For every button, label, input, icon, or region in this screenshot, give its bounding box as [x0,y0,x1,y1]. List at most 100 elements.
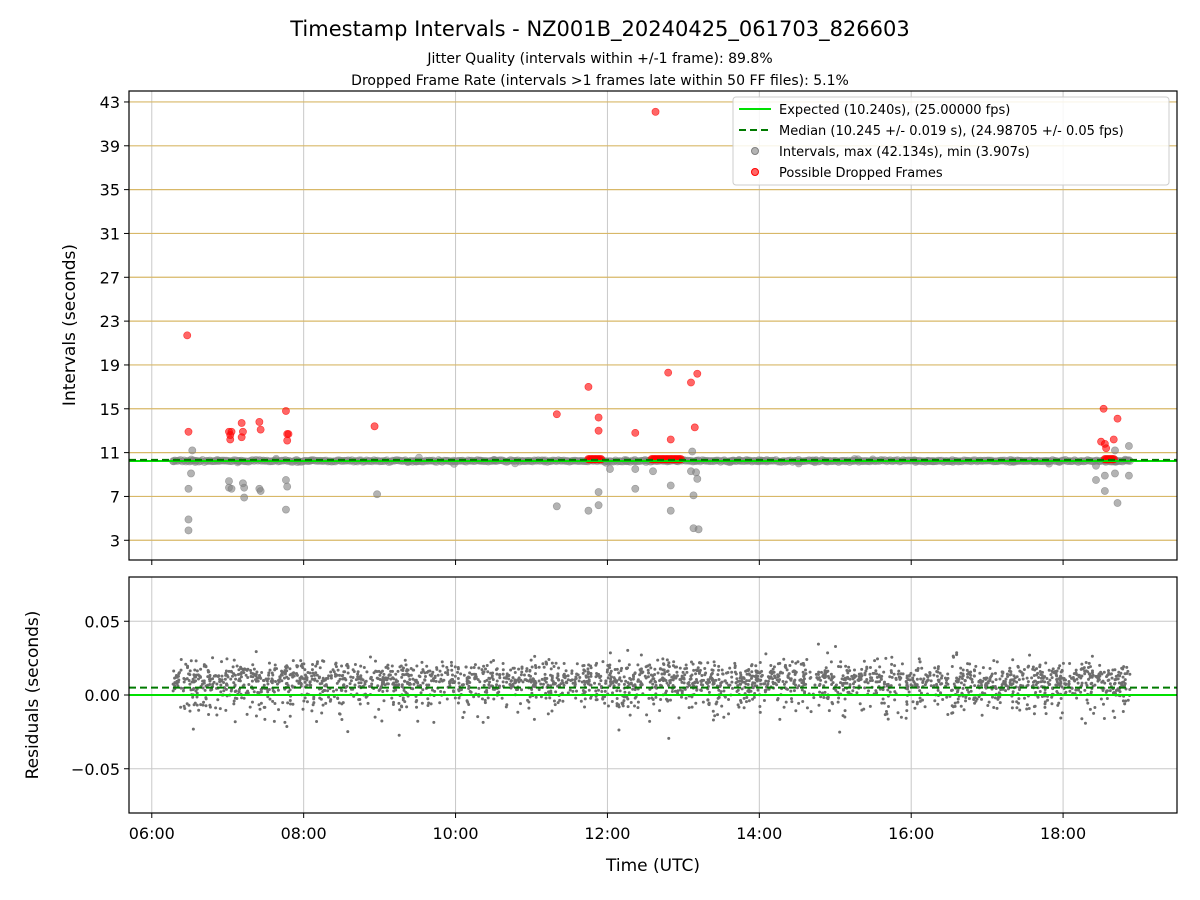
residual-point [401,666,405,670]
residual-point [363,682,367,686]
residual-point [1016,664,1020,668]
residual-point [754,664,758,668]
residual-point [746,669,750,673]
residual-point [456,676,460,680]
residual-point [1026,680,1030,684]
residual-point [672,660,676,664]
residual-point [888,675,892,679]
residual-point [415,664,419,668]
residual-point [691,682,695,686]
residual-point [843,697,847,701]
residual-point [731,686,735,690]
residual-point [268,697,272,701]
residual-point [996,696,1000,700]
residual-point [246,675,250,679]
intervals-reference-lines [129,458,1177,462]
residual-point [841,674,845,678]
residual-point [369,676,373,680]
residual-point [407,683,411,687]
residual-point [970,677,974,681]
residual-point [790,660,794,664]
residual-point [1114,677,1118,681]
residual-point [819,670,823,674]
residual-point [658,667,662,671]
residual-point [769,675,773,679]
residual-point [656,671,660,675]
residual-point [216,675,220,679]
residual-point [599,679,603,683]
residual-point [346,730,350,734]
residual-point [1008,666,1012,670]
residual-point [421,688,425,692]
residual-point [556,701,560,705]
residual-point [579,699,583,703]
residual-point [1083,672,1087,676]
residual-point [452,681,456,685]
residual-point [574,696,578,700]
residual-point [1060,711,1064,715]
residual-point [395,683,399,687]
residual-point [468,681,472,685]
residual-point [1011,690,1015,694]
residual-point [557,678,561,682]
intervals-y-tick-label: 3 [110,531,120,550]
residual-point [303,680,307,684]
intervals-y-tick-label: 11 [100,444,120,463]
residual-point [558,698,562,702]
residual-point [285,725,289,729]
residual-point [361,678,365,682]
residual-point [1067,682,1071,686]
residual-point [1011,658,1015,662]
x-tick-label: 12:00 [584,824,630,843]
residual-point [248,705,252,709]
residual-point [528,695,532,699]
residual-point [626,705,630,709]
residual-point [736,688,740,692]
residual-point [782,682,786,686]
residual-point [669,678,673,682]
dropped-frame-point [666,435,675,444]
interval-outlier-point [1100,471,1109,480]
residual-point [912,673,916,677]
residual-point [877,675,881,679]
residual-point [689,674,693,678]
residual-point [1110,676,1114,680]
residual-point [541,662,545,666]
residual-point [928,673,932,677]
residual-point [331,668,335,672]
residual-point [855,691,859,695]
residual-point [739,699,743,703]
residual-point [404,673,408,677]
residual-point [242,671,246,675]
residual-point [653,667,657,671]
residual-point [772,670,776,674]
residual-point [338,673,342,677]
residual-point [425,683,429,687]
residual-point [1083,688,1087,692]
residual-point [423,678,427,682]
residual-point [277,708,281,712]
intervals-y-tick-label: 31 [100,224,120,243]
residual-point [495,679,499,683]
residual-point [321,690,325,694]
residual-point [198,675,202,679]
residual-point [1084,681,1088,685]
residual-point [893,690,897,694]
interval-outlier-point [584,506,593,515]
residual-point [924,673,928,677]
residual-point [727,683,731,687]
residual-point [589,664,593,668]
residual-point [681,670,685,674]
residual-point [929,679,933,683]
residual-point [378,688,382,692]
residual-point [905,681,909,685]
residual-point [866,681,870,685]
residual-point [1124,699,1128,703]
residual-point [764,679,768,683]
residual-point [432,720,436,724]
residual-point [597,682,601,686]
residual-point [1068,662,1072,666]
residual-point [881,697,885,701]
residual-point [972,674,976,678]
residual-point [759,682,763,686]
